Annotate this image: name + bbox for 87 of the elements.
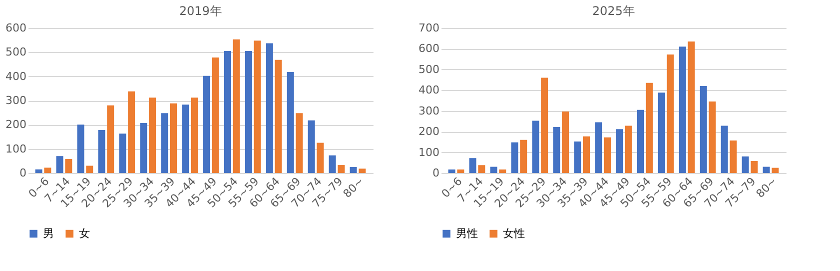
bar — [232, 39, 240, 173]
bar — [511, 142, 518, 173]
bar — [286, 72, 294, 173]
bar — [720, 126, 728, 173]
bar — [520, 140, 528, 173]
bar — [658, 92, 665, 173]
legend-label: 男 — [43, 226, 54, 240]
bar — [224, 50, 231, 173]
bar — [86, 166, 94, 173]
bar — [161, 113, 168, 173]
bar — [742, 156, 749, 173]
bar — [730, 140, 737, 173]
bar — [750, 160, 758, 173]
bar — [469, 158, 476, 173]
bar — [170, 103, 177, 173]
y-tick-label: 400 — [418, 84, 440, 97]
chart-title: 2025年 — [592, 4, 635, 18]
bar — [499, 169, 506, 173]
bar — [190, 98, 198, 173]
y-tick-label: 500 — [6, 46, 26, 59]
y-tick-label: 400 — [6, 70, 26, 83]
bar — [119, 134, 126, 173]
bar — [203, 76, 210, 173]
bar — [583, 136, 590, 173]
bar — [244, 50, 252, 173]
bar — [149, 98, 156, 173]
bar — [107, 105, 114, 173]
bar — [700, 86, 707, 173]
bar — [541, 78, 548, 173]
bar — [212, 57, 219, 173]
bar — [44, 168, 52, 173]
bar — [35, 169, 42, 173]
y-tick-label: 100 — [418, 146, 440, 159]
y-tick-label: 100 — [6, 142, 26, 156]
bar — [140, 122, 148, 173]
bar — [562, 111, 570, 173]
y-tick-label: 200 — [418, 125, 440, 138]
legend-label: 女 — [79, 226, 90, 240]
bar — [574, 142, 582, 173]
y-tick-label: 0 — [432, 166, 440, 180]
bar — [708, 102, 716, 173]
bar — [478, 165, 486, 173]
y-tick-label: 0 — [20, 166, 26, 180]
y-tick-label: 600 — [418, 42, 440, 56]
bar — [266, 43, 273, 173]
bar — [274, 60, 282, 173]
y-tick-label: 700 — [418, 22, 440, 34]
bar — [128, 91, 136, 173]
bar — [296, 113, 303, 173]
x-tick-label: 80~ — [340, 174, 366, 200]
bar — [595, 122, 602, 173]
bar — [338, 165, 345, 173]
bar — [56, 156, 64, 173]
y-tick-label: 300 — [418, 104, 440, 118]
bar — [98, 130, 106, 173]
bar — [490, 166, 498, 173]
bar — [637, 110, 644, 173]
bar — [308, 120, 315, 173]
legend-label: 女性 — [503, 226, 525, 240]
x-tick-label: 80~ — [754, 174, 780, 200]
bar — [553, 127, 560, 173]
bar — [448, 169, 456, 173]
bar — [532, 120, 540, 173]
bar — [772, 168, 779, 173]
bar — [328, 155, 336, 173]
y-tick-label: 500 — [418, 62, 440, 76]
bar — [77, 124, 84, 173]
bar — [457, 169, 464, 173]
y-tick-label: 200 — [6, 118, 26, 132]
bar — [316, 142, 324, 173]
bar — [646, 82, 653, 173]
bar — [666, 54, 674, 173]
bar — [254, 40, 261, 173]
chart-title: 2019年 — [179, 4, 222, 18]
y-tick-label: 600 — [6, 22, 26, 34]
bar — [688, 41, 695, 173]
legend-label: 男性 — [456, 226, 478, 240]
bar — [678, 46, 686, 173]
bar — [762, 166, 770, 173]
bar — [358, 168, 366, 173]
bar — [624, 126, 632, 173]
bar — [604, 137, 611, 173]
bar — [182, 104, 190, 173]
bar — [616, 129, 624, 173]
y-tick-label: 300 — [6, 94, 26, 107]
bar — [350, 166, 357, 173]
bar — [65, 158, 72, 173]
